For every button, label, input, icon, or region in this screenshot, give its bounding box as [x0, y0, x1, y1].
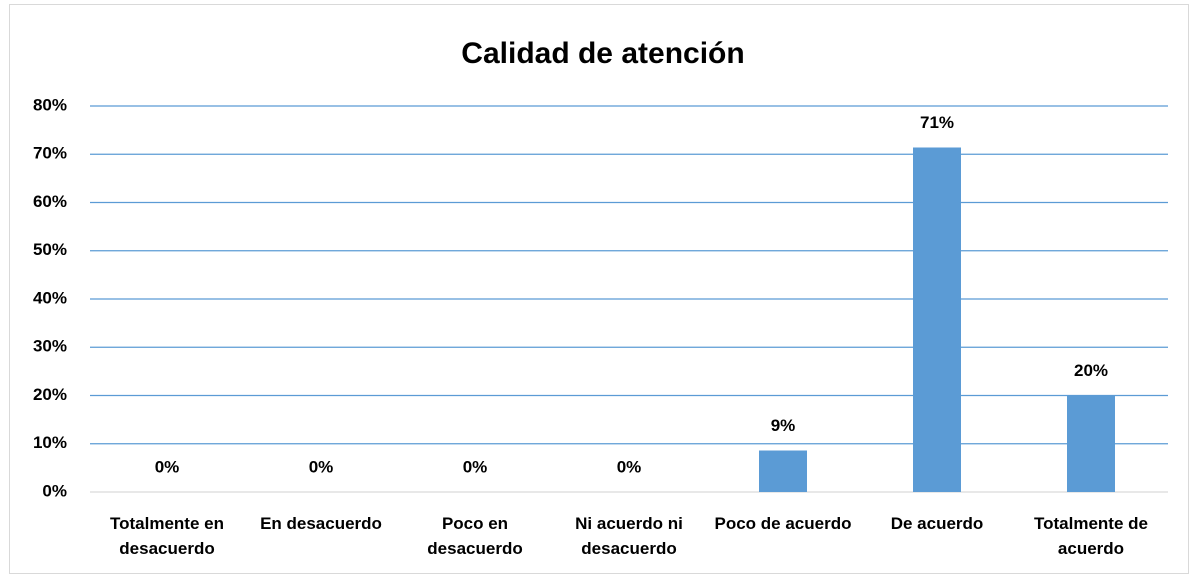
y-tick-label: 0% — [42, 481, 67, 500]
data-label: 0% — [617, 457, 642, 476]
x-tick-label: Poco de acuerdo — [714, 514, 852, 533]
x-tick-label: Totalmente en desacuerdo — [110, 514, 224, 558]
x-tick-label: Totalmente de acuerdo — [1034, 514, 1148, 558]
chart-title: Calidad de atención — [461, 37, 744, 70]
data-label: 71% — [920, 113, 954, 132]
y-tick-label: 50% — [33, 240, 67, 259]
x-tick-label: Poco en desacuerdo — [427, 514, 523, 558]
bar — [913, 147, 961, 492]
data-label: 0% — [155, 457, 180, 476]
data-label: 20% — [1074, 361, 1108, 380]
y-tick-label: 40% — [33, 288, 67, 307]
data-label: 0% — [309, 457, 334, 476]
y-tick-label: 30% — [33, 337, 67, 356]
bar — [1067, 395, 1115, 492]
y-tick-label: 10% — [33, 433, 67, 452]
y-tick-label: 70% — [33, 144, 67, 163]
data-label: 9% — [771, 416, 796, 435]
y-tick-label: 20% — [33, 385, 67, 404]
y-tick-label: 60% — [33, 192, 67, 211]
bar — [759, 450, 807, 492]
x-tick-label: En desacuerdo — [260, 514, 382, 533]
y-tick-label: 80% — [33, 95, 67, 114]
data-label: 0% — [463, 457, 488, 476]
chart-border — [9, 4, 1189, 574]
x-tick-label: Ni acuerdo ni desacuerdo — [575, 514, 683, 558]
x-tick-label: De acuerdo — [890, 514, 984, 533]
